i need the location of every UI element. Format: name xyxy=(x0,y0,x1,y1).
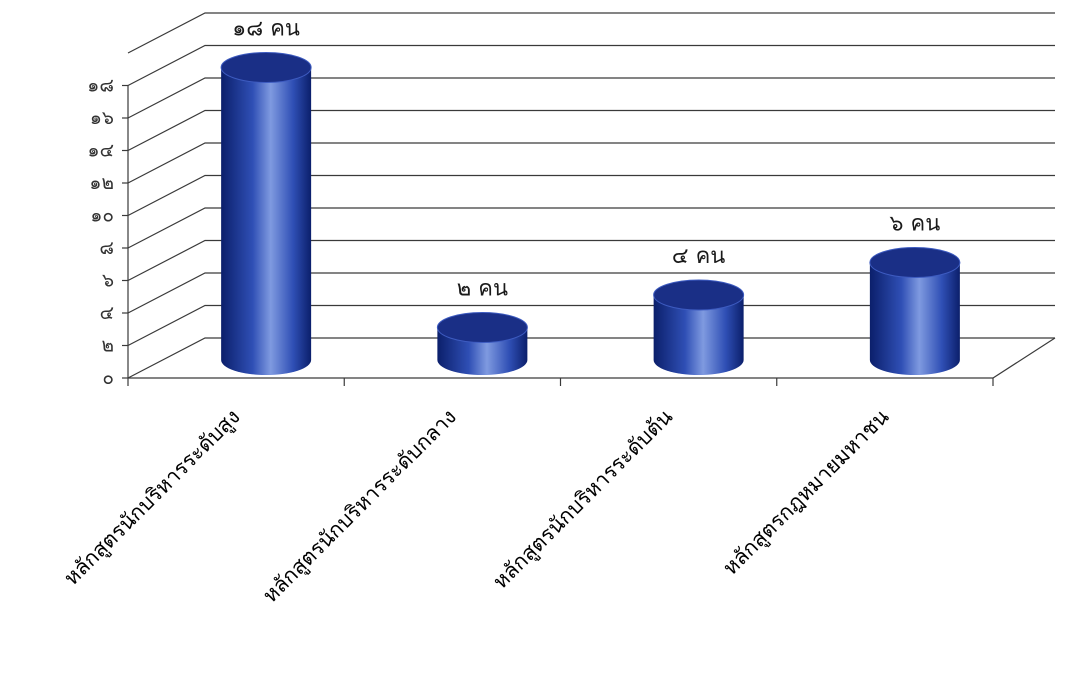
bar-top xyxy=(220,52,312,83)
y-tick-label: ๖ xyxy=(102,270,114,292)
x-tick-label: หลักสูตรนักบริหารระดับต้น xyxy=(488,405,678,595)
bar-body xyxy=(221,67,312,376)
bar xyxy=(653,279,745,375)
bar xyxy=(869,247,961,376)
gridline xyxy=(127,337,1055,379)
data-label: ๔ คน xyxy=(672,244,725,269)
x-tick-label: หลักสูตรกฎหมายมหาชน xyxy=(718,405,894,581)
gridline xyxy=(127,109,1055,152)
gridline xyxy=(127,44,1055,87)
y-tick-label: ๑๖ xyxy=(90,107,114,129)
gridline xyxy=(127,272,1055,314)
data-label: ๑๘ คน xyxy=(232,17,300,42)
y-tick-label: ๑๒ xyxy=(89,172,114,194)
gridline xyxy=(127,77,1055,119)
bar xyxy=(436,312,528,376)
y-tick-label: ๑๐ xyxy=(90,205,114,227)
bar-top xyxy=(436,312,528,343)
gridline xyxy=(127,142,1055,184)
x-tick-label: หลักสูตรนักบริหารระดับกลาง xyxy=(258,405,462,609)
bar-body xyxy=(653,295,744,375)
y-tick-label: ๔ xyxy=(100,302,114,324)
gridline xyxy=(127,239,1055,282)
y-tick-label: ๑๘ xyxy=(87,75,114,97)
wall-top-edge xyxy=(127,12,1055,54)
gridline xyxy=(127,304,1055,347)
y-tick-label: ๒ xyxy=(101,335,114,357)
data-label: ๖ คน xyxy=(890,212,941,237)
bar-body xyxy=(869,262,960,376)
bar-top xyxy=(869,247,961,278)
gridline xyxy=(127,207,1055,249)
x-tick-label: หลักสูตรนักบริหารระดับสูง xyxy=(59,405,245,591)
bar xyxy=(220,52,312,376)
y-tick-label: ๑๔ xyxy=(88,140,114,162)
grid-layer xyxy=(122,12,1056,386)
y-tick-label: ๘ xyxy=(99,237,114,259)
data-label: ๒ คน xyxy=(457,277,508,302)
bars-layer xyxy=(220,52,961,376)
bar-top xyxy=(653,279,745,311)
y-tick-label: ๐ xyxy=(102,367,114,389)
gridline xyxy=(127,174,1055,217)
